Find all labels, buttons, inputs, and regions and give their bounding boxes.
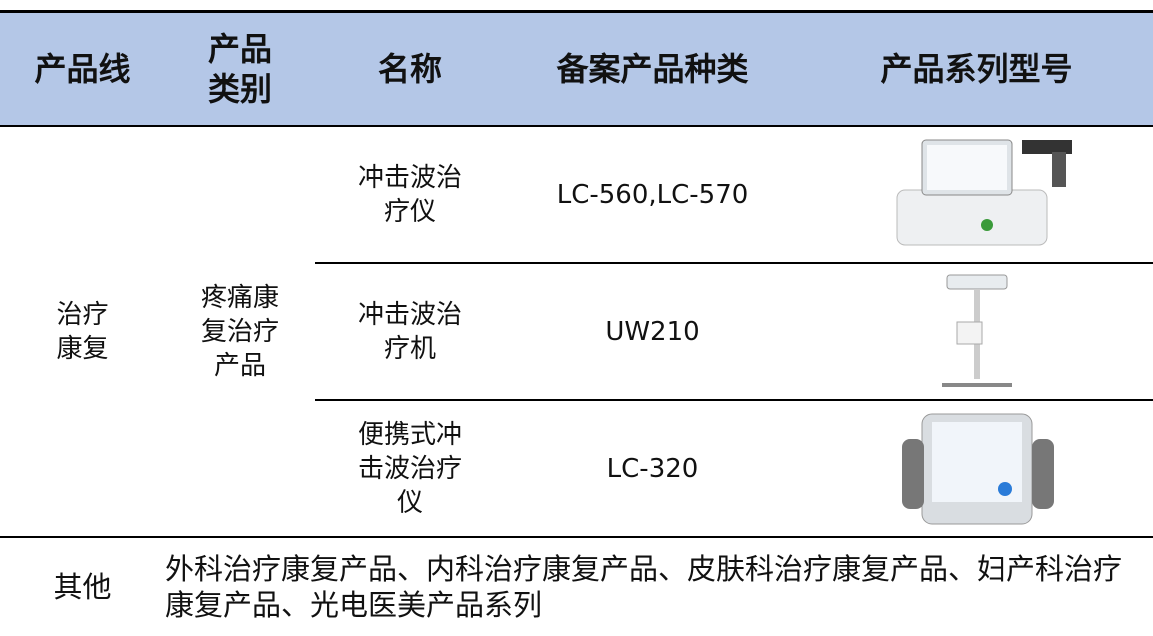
cell: [800, 262, 1153, 400]
cell-text: 治疗康复: [56, 299, 109, 364]
cell: LC-320: [505, 399, 800, 537]
product-image: [896, 139, 1072, 245]
cell-text: UW210: [605, 316, 700, 347]
cell-text: 产品系列型号: [880, 50, 1073, 88]
cell: UW210: [505, 262, 800, 400]
cell-text: LC-560,LC-570: [556, 179, 749, 210]
cell-text: LC-320: [606, 453, 699, 484]
cell: [800, 399, 1153, 537]
row: 其他 外科治疗康复产品、内科治疗康复产品、皮肤科治疗康复产品、妇产科治疗康复产品…: [0, 536, 1153, 636]
cell: 治疗康复: [0, 126, 165, 537]
cell-text: 其他: [53, 570, 112, 604]
header-cell: 产品系列型号: [800, 11, 1153, 126]
header-cell: 产品类别: [165, 11, 315, 126]
cell-text: 产品类别: [208, 30, 273, 108]
cell: 冲击波治疗机: [315, 262, 505, 400]
cell: 外科治疗康复产品、内科治疗康复产品、皮肤科治疗康复产品、妇产科治疗康复产品、光电…: [165, 536, 1153, 636]
header-cell: 名称: [315, 11, 505, 126]
header-cell: 产品线: [0, 11, 165, 126]
cell: 冲击波治疗仪: [315, 126, 505, 263]
row: 冲击波治疗机 UW210: [0, 262, 1153, 400]
product-image: [901, 413, 1054, 524]
cell-text: 备案产品种类: [556, 50, 749, 88]
cell-text: 冲击波治疗机: [358, 299, 463, 364]
cell: LC-560,LC-570: [505, 126, 800, 263]
cell-text: 外科治疗康复产品、内科治疗康复产品、皮肤科治疗康复产品、妇产科治疗康复产品、光电…: [165, 552, 1123, 622]
cell-text: 产品线: [34, 50, 131, 88]
cell-text: 疼痛康复治疗产品: [201, 282, 280, 381]
cell: 便携式冲击波治疗仪: [315, 399, 505, 537]
product-image: [941, 274, 1012, 387]
cell-text: 冲击波治疗仪: [358, 162, 463, 227]
cell: 其他: [0, 536, 165, 636]
row: 便携式冲击波治疗仪 LC-320: [0, 399, 1153, 537]
cell-text: 名称: [377, 50, 442, 88]
header-row: 产品线 产品类别 名称 备案产品种类 产品系列型号: [0, 11, 1153, 126]
row: 治疗康复 疼痛康复治疗产品 冲击波治疗仪 LC-560,LC-570: [0, 126, 1153, 381]
header-cell: 备案产品种类: [505, 11, 800, 126]
product-table: 产品线 产品类别 名称 备案产品种类 产品系列型号 治疗康复 疼痛康复治疗产品 …: [0, 10, 1153, 636]
cell-text: 便携式冲击波治疗仪: [358, 419, 463, 518]
cell: [800, 126, 1153, 263]
cell: 疼痛康复治疗产品: [165, 126, 315, 537]
